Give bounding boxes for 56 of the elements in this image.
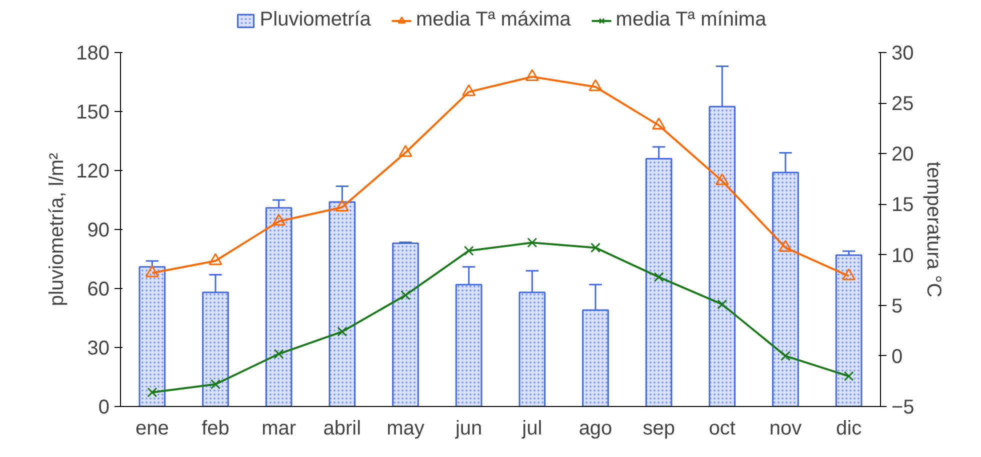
x-tick-label: abril [323, 418, 362, 440]
point [400, 290, 410, 300]
point [525, 69, 539, 81]
y-tick-label: 90 [87, 220, 110, 242]
y2-tick-label: 0 [892, 346, 903, 368]
x-tick-label: jun [454, 418, 482, 440]
x-tick-label: mar [262, 418, 296, 440]
y-tick-label: 120 [76, 160, 110, 182]
point [335, 200, 349, 212]
y2-tick-label: 15 [892, 194, 914, 216]
point [654, 272, 664, 282]
y-axis-title: pluviometría, l/m² [46, 152, 68, 306]
y-tick-label: 150 [76, 102, 110, 124]
point [462, 84, 476, 96]
point [844, 371, 854, 382]
point [147, 387, 158, 398]
x-tick-label: feb [202, 418, 230, 440]
y-tick-label: 180 [76, 42, 110, 64]
y2-tick-label: 5 [892, 295, 903, 318]
point [590, 242, 600, 253]
point [208, 253, 222, 266]
y2-tick-label: 10 [892, 244, 914, 267]
x-tick-label: sep [642, 418, 675, 440]
y2-tick-label: 20 [892, 144, 914, 166]
point [272, 214, 286, 226]
y-tick-label: 60 [87, 278, 110, 300]
legend-label: media Tª mínima [616, 8, 766, 32]
y2-axis-title: temperatura °C [922, 162, 944, 298]
point [145, 265, 159, 278]
x-tick-label: jul [521, 418, 542, 440]
point [652, 118, 666, 130]
point [842, 268, 856, 280]
point [717, 299, 728, 310]
y-tick-label: 0 [98, 396, 110, 418]
point [780, 350, 790, 361]
point [210, 379, 220, 390]
y-tick-label: 30 [87, 338, 110, 360]
point [588, 79, 602, 92]
point [778, 240, 792, 252]
x-tick-label: oct [708, 418, 736, 440]
y2-tick-label: 30 [892, 42, 914, 64]
y2-tick-label: −5 [892, 396, 914, 418]
point [464, 246, 474, 256]
legend-label: media Tª máxima [416, 8, 571, 32]
legend-label: Pluviometría [260, 8, 371, 32]
point [274, 348, 284, 359]
y2-tick-label: 25 [892, 93, 914, 116]
point [527, 238, 538, 248]
x-tick-label: nov [769, 418, 802, 440]
point [715, 173, 729, 186]
point [337, 326, 348, 337]
x-tick-label: ene [135, 418, 169, 440]
x-tick-label: may [386, 418, 424, 440]
point [398, 144, 412, 157]
x-tick-label: ago [578, 418, 612, 440]
x-tick-label: dic [836, 418, 862, 440]
